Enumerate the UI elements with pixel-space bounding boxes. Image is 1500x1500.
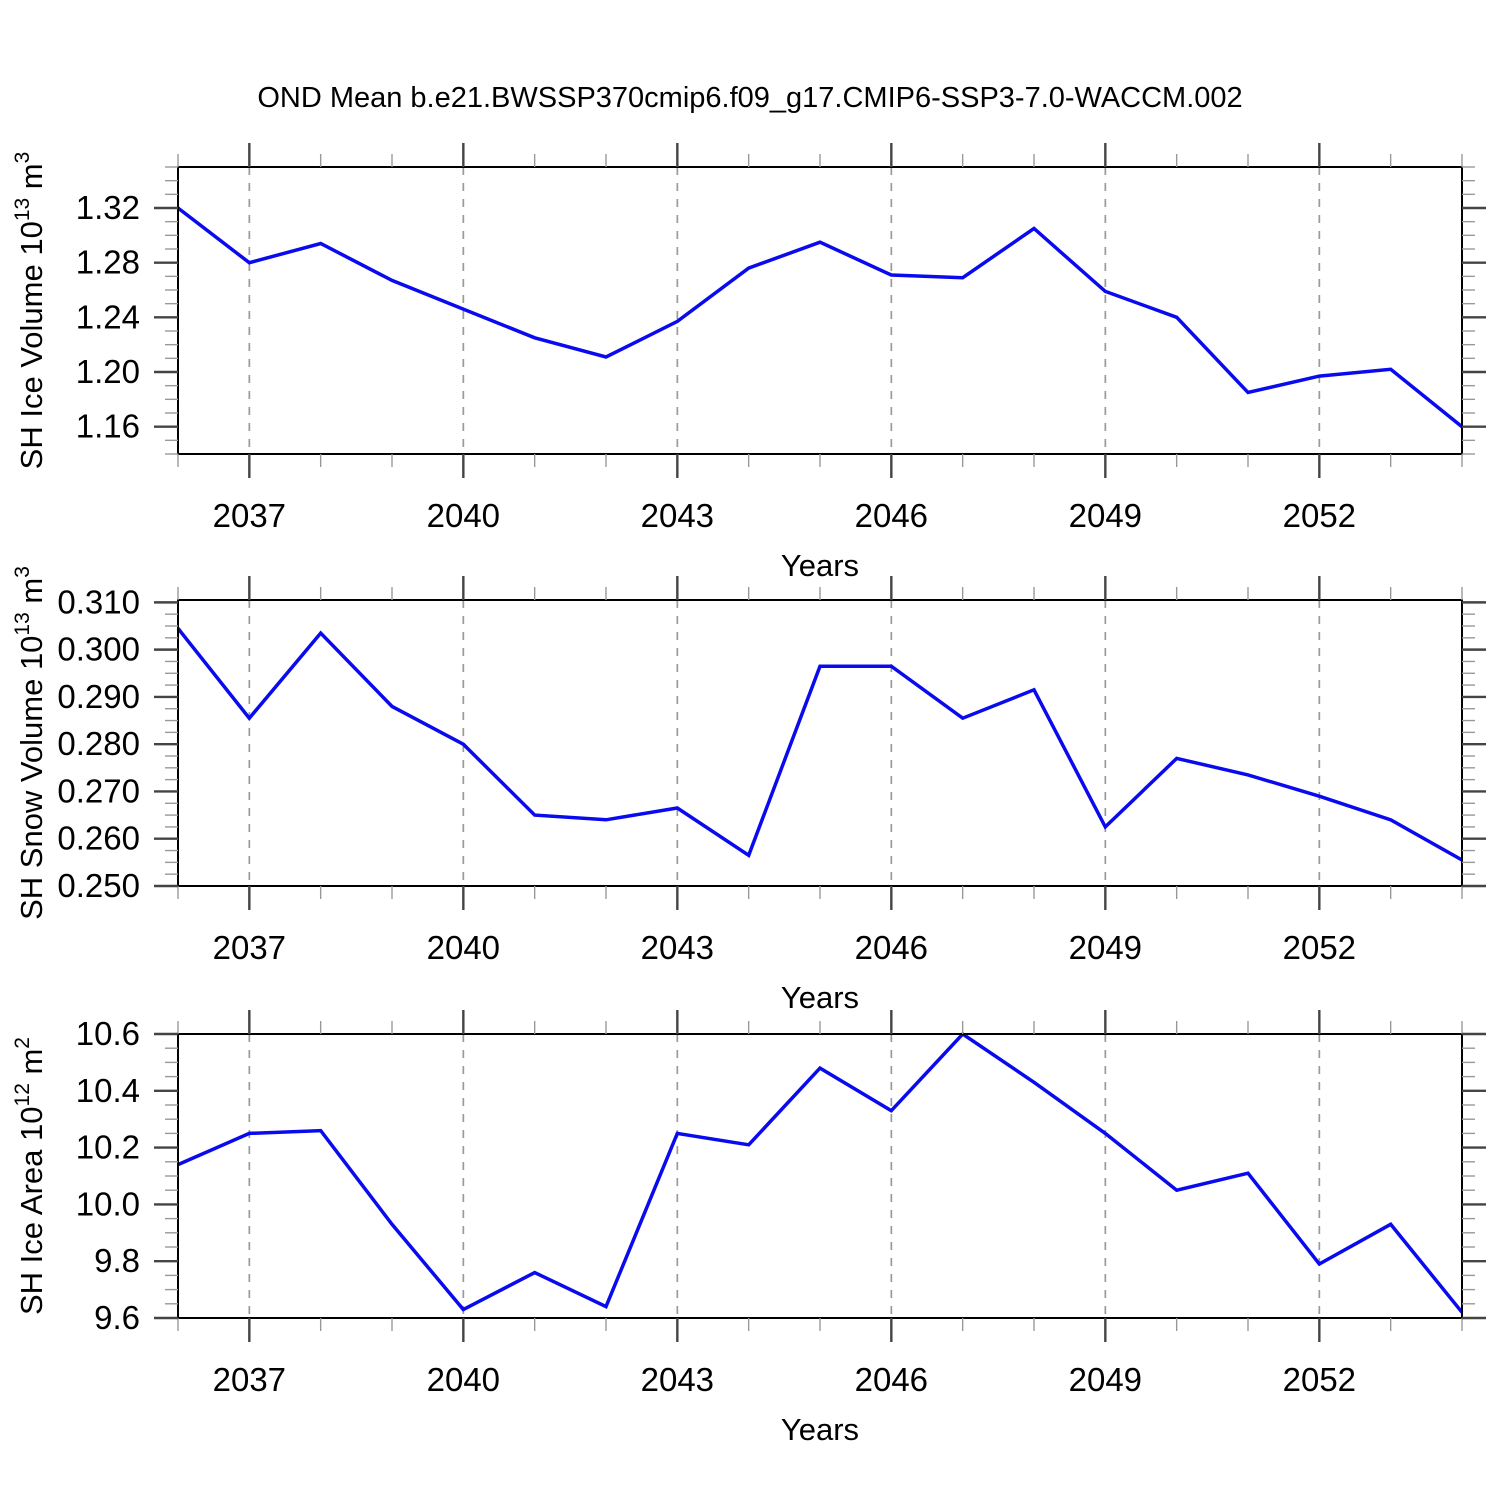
svg-text:10.4: 10.4 [76,1072,140,1109]
svg-text:2043: 2043 [641,497,714,534]
plot-frame [177,1033,1463,1319]
x-ticks [177,576,1463,910]
svg-text:2040: 2040 [427,929,500,966]
plot-frame [177,166,1463,455]
svg-text:9.6: 9.6 [94,1299,140,1336]
x-axis-title: Years [781,1412,859,1447]
svg-text:2052: 2052 [1283,1361,1356,1398]
svg-text:1.32: 1.32 [76,189,140,226]
svg-text:2049: 2049 [1069,1361,1142,1398]
x-ticks [177,143,1463,478]
y-ticks [154,1032,1486,1320]
svg-text:0.260: 0.260 [57,820,140,857]
svg-text:0.250: 0.250 [57,867,140,904]
svg-text:2043: 2043 [641,1361,714,1398]
y-ticks [154,166,1486,455]
series-line [176,627,1463,862]
y-ticks [154,601,1486,888]
x-tick-labels: 2037 2040 2043 2046 2049 2052 [213,929,1356,966]
y-axis-title: SH Ice Area 1012 m2 [11,1037,49,1315]
svg-text:1.20: 1.20 [76,353,140,390]
y-tick-labels: 0.250 0.260 0.270 0.280 0.290 0.300 0.310 [57,583,140,904]
svg-text:2046: 2046 [855,929,928,966]
y-tick-labels: 1.16 1.20 1.24 1.28 1.32 [76,189,140,445]
svg-text:0.310: 0.310 [57,583,140,620]
plot-frame [177,599,1463,887]
svg-text:2040: 2040 [427,1361,500,1398]
gridlines [248,600,1321,886]
x-tick-labels: 2037 2040 2043 2046 2049 2052 [213,1361,1356,1398]
svg-text:2037: 2037 [213,1361,286,1398]
svg-text:0.280: 0.280 [57,725,140,762]
series-line [177,1031,1464,1314]
y-axis-title: SH Ice Volume 1013 m3 [11,152,49,470]
svg-text:1.28: 1.28 [76,244,140,281]
svg-text:10.0: 10.0 [76,1185,140,1222]
svg-text:1.24: 1.24 [76,298,140,335]
svg-text:9.8: 9.8 [94,1242,140,1279]
svg-text:2043: 2043 [641,929,714,966]
x-axis-title: Years [781,548,859,583]
svg-text:1.16: 1.16 [76,408,140,445]
svg-text:2046: 2046 [855,1361,928,1398]
svg-text:2037: 2037 [213,929,286,966]
y-axis-title: SH Snow Volume 1013 m3 [11,566,49,920]
svg-text:2037: 2037 [213,497,286,534]
svg-text:2049: 2049 [1069,497,1142,534]
x-ticks [177,1010,1463,1342]
svg-text:2049: 2049 [1069,929,1142,966]
x-axis-title: Years [781,980,859,1015]
svg-text:2052: 2052 [1283,929,1356,966]
x-tick-labels: 2037 2040 2043 2046 2049 2052 [213,497,1356,534]
y-tick-labels: 9.6 9.8 10.0 10.2 10.4 10.6 [76,1015,140,1336]
svg-text:0.270: 0.270 [57,772,140,809]
svg-text:2046: 2046 [855,497,928,534]
svg-text:10.2: 10.2 [76,1129,140,1166]
svg-text:2040: 2040 [427,497,500,534]
svg-text:0.300: 0.300 [57,631,140,668]
svg-text:10.6: 10.6 [76,1015,140,1052]
svg-text:0.290: 0.290 [57,678,140,715]
series-line [176,206,1464,429]
figure-title: OND Mean b.e21.BWSSP370cmip6.f09_g17.CMI… [257,82,1243,114]
svg-text:2052: 2052 [1283,497,1356,534]
chart-sh-ice-volume: 1.16 1.20 1.24 1.28 1.32 2037 2040 2043 2046 2049… [11,143,1486,583]
